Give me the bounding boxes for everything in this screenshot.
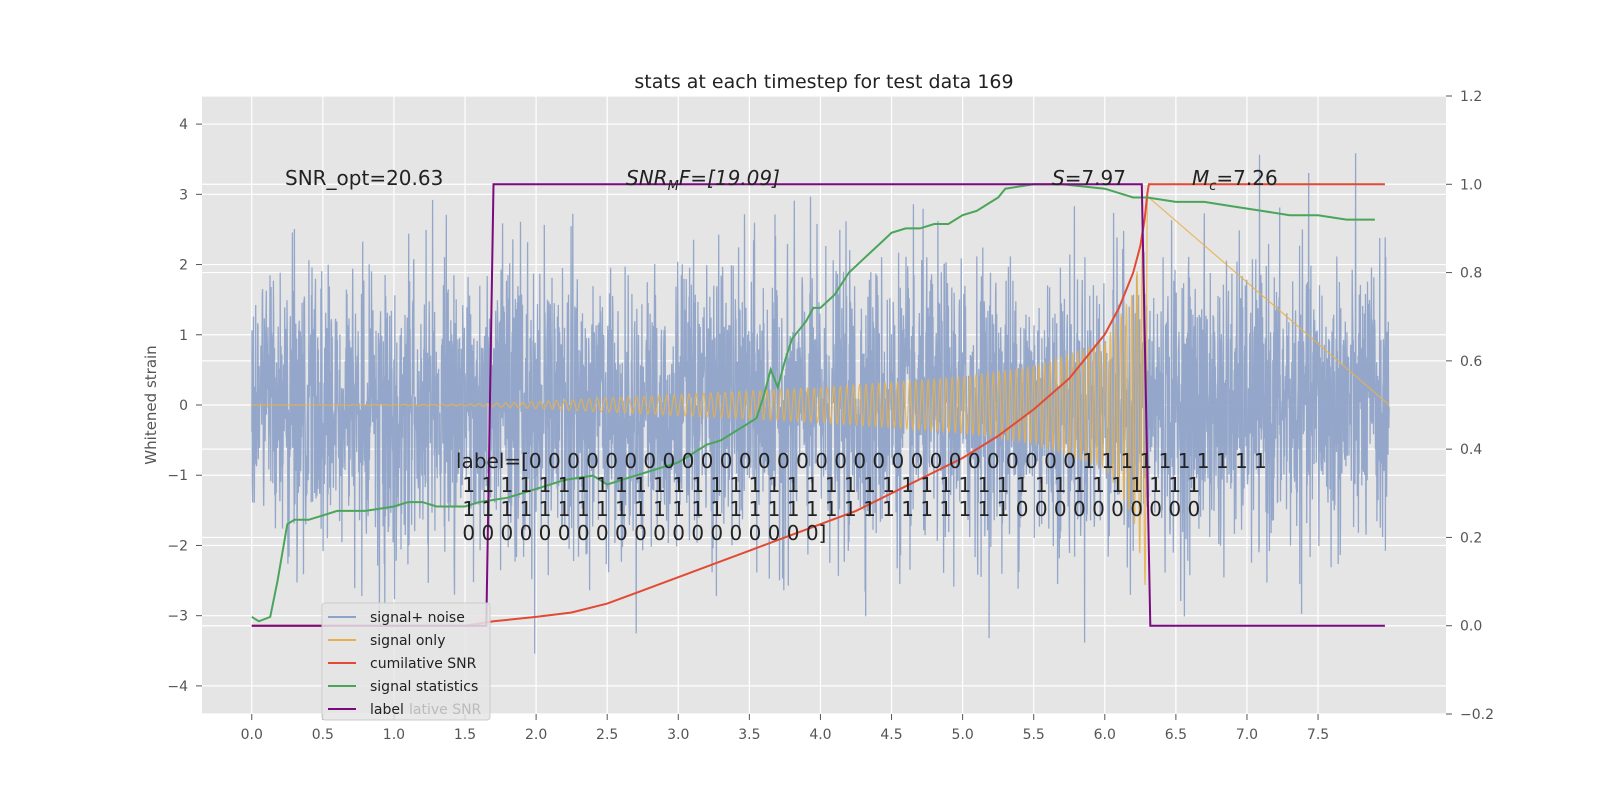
y-left-tick-label: 3	[179, 187, 188, 203]
legend-entry-signal-noise: signal+ noise	[370, 610, 465, 626]
y-left-tick-label: −1	[167, 468, 188, 484]
annotation-mc-suffix: =7.26	[1216, 166, 1277, 190]
y-left-tick-label: −3	[167, 609, 188, 625]
x-tick-label: 2.0	[525, 727, 547, 743]
annotation-label-array: label=[0 0 0 0 0 0 0 0 0 0 0 0 0 0 0 0 0…	[456, 449, 1267, 545]
signal-noise-series	[251, 153, 1390, 654]
annotation-mc-sub: c	[1209, 179, 1216, 194]
annotation-s-prefix: S	[1052, 166, 1065, 190]
x-tick-label: 5.0	[951, 727, 973, 743]
y-left-tick-label: −4	[167, 679, 188, 695]
label-array-line: 1 1 1 1 1 1 1 1 1 1 1 1 1 1 1 1 1 1 1 1 …	[456, 473, 1200, 497]
y-right-tick-label: 1.0	[1460, 177, 1482, 193]
chart-title: stats at each timestep for test data 169	[634, 71, 1013, 93]
label-array-line: 1 1 1 1 1 1 1 1 1 1 1 1 1 1 1 1 1 1 1 1 …	[456, 497, 1200, 521]
y-left-tick-label: 0	[179, 398, 188, 414]
annotation-s: S=7.97	[1052, 166, 1126, 190]
y-left-tick-label: 1	[179, 328, 188, 344]
y-left-tick-label: −2	[167, 538, 188, 554]
ticks-layer: 0.0 0.5 1.0 1.5 2.0 2.5 3.0 3.5 4.0 4.5 5.0 5.5 6.0 6…	[167, 89, 1494, 743]
x-tick-label: 3.0	[667, 727, 689, 743]
annotation-snr-mf-prefix: SNR	[626, 166, 668, 190]
label-array-line: 0 0 0 0 0 0 0 0 0 0 0 0 0 0 0 0 0 0 0]	[456, 521, 826, 545]
x-tick-label: 7.5	[1307, 727, 1329, 743]
legend-ghost-text: lative SNR	[409, 702, 482, 718]
x-tick-label: 2.5	[596, 727, 618, 743]
annotation-mc-prefix: M	[1192, 166, 1209, 190]
annotation-snr-opt: SNR_opt=20.63	[285, 166, 443, 190]
signal-noise-line	[251, 153, 1390, 654]
x-tick-label: 1.0	[383, 727, 405, 743]
y-right-tick-label: 0.4	[1460, 442, 1482, 458]
x-tick-label: 4.0	[809, 727, 831, 743]
legend: signal+ noise signal only cumilative SNR…	[321, 602, 491, 721]
x-tick-label: 7.0	[1236, 727, 1258, 743]
x-tick-label: 0.5	[312, 727, 334, 743]
x-tick-label: 5.5	[1023, 727, 1045, 743]
legend-entry-signal-only: signal only	[370, 633, 445, 649]
signal-only-line	[251, 195, 1390, 586]
x-tick-label: 3.5	[738, 727, 760, 743]
y-right-tick-label: 0.8	[1460, 266, 1482, 282]
label-array-line: label=[0 0 0 0 0 0 0 0 0 0 0 0 0 0 0 0 0…	[456, 449, 1267, 473]
legend-entry-label: label	[370, 702, 404, 718]
legend-entry-signal-statistics: signal statistics	[370, 679, 478, 695]
x-tick-label: 4.5	[880, 727, 902, 743]
legend-entry-cumulative-snr: cumilative SNR	[370, 656, 477, 672]
x-tick-label: 1.5	[454, 727, 476, 743]
signal-statistics-line	[251, 183, 1375, 623]
x-tick-label: 0.0	[241, 727, 263, 743]
y-right-tick-label: −0.2	[1460, 707, 1494, 723]
y-right-tick-label: 0.6	[1460, 354, 1482, 370]
y-right-tick-label: 0.2	[1460, 530, 1482, 546]
y-left-tick-label: 2	[179, 258, 188, 274]
annotation-mc: Mc=7.26	[1192, 166, 1278, 194]
legend-box	[321, 602, 491, 721]
y-right-tick-label: 1.2	[1460, 89, 1482, 105]
x-tick-label: 6.0	[1094, 727, 1116, 743]
annotation-snr-mf-suffix: F=[19.09]	[679, 166, 780, 190]
signal-only-series	[251, 195, 1390, 586]
cumulative-snr-line	[251, 183, 1385, 627]
annotation-s-suffix: =7.97	[1065, 166, 1126, 190]
y-right-tick-label: 0.0	[1460, 619, 1482, 635]
annotation-snr-mf: SNRMF=[19.09]	[626, 166, 780, 194]
y-left-tick-label: 4	[179, 117, 188, 133]
y-axis-left-label: Whitened strain	[142, 345, 160, 464]
annotation-snr-mf-sub: M	[668, 179, 679, 194]
x-tick-label: 6.5	[1165, 727, 1187, 743]
